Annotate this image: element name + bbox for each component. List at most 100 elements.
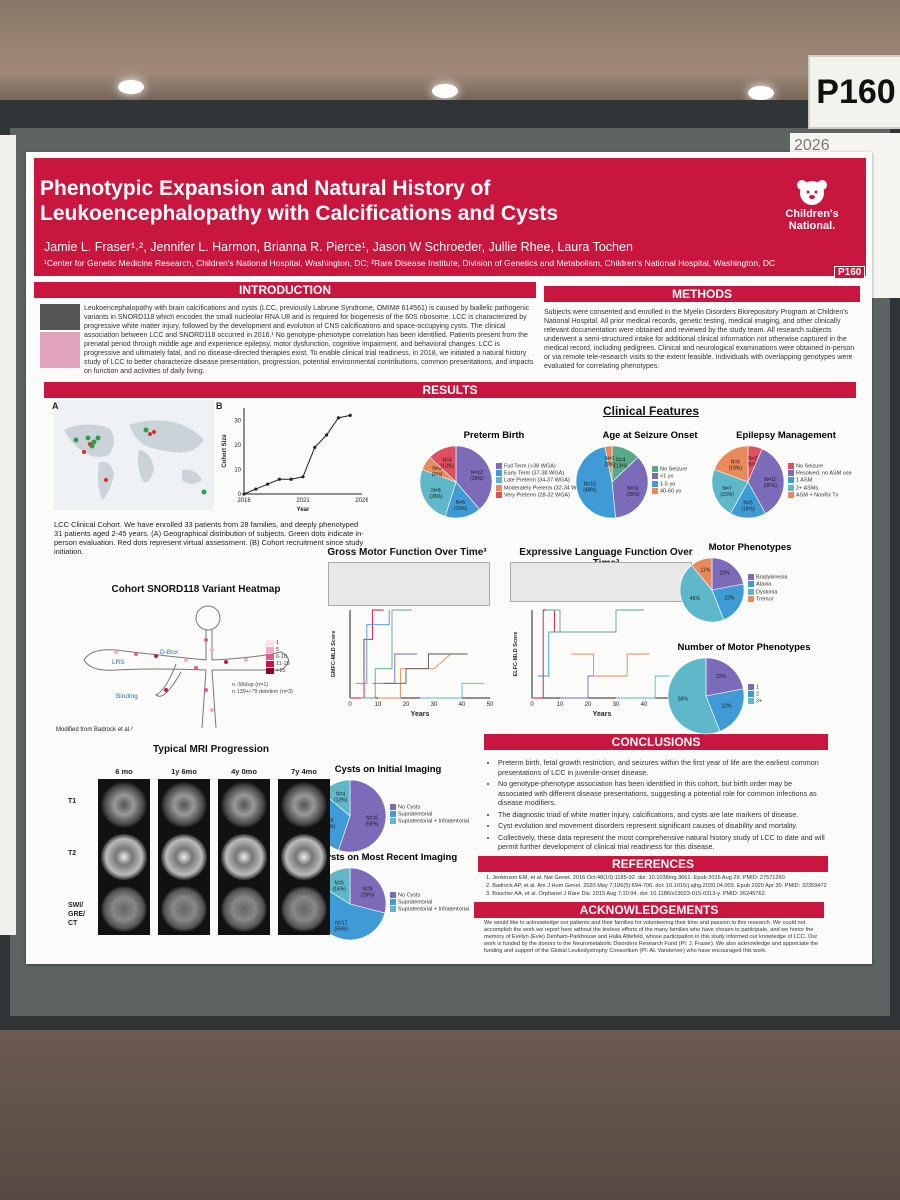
- pie-svg: N=2 (6%) N=11 (35%) N=5 (16%) N=7 (23%) N=6 (19%): [711, 445, 785, 519]
- pie-slice: [711, 557, 744, 591]
- variant-dots: [114, 638, 248, 712]
- legend-label: 40-60 yo: [660, 488, 682, 495]
- series-line: [383, 653, 468, 684]
- series-line: [560, 675, 611, 699]
- mri-image: [98, 883, 150, 935]
- cohort-point: [336, 416, 340, 420]
- ceiling-light: [118, 80, 144, 94]
- booth-number-sign: P160: [808, 55, 900, 129]
- cohort-point: [254, 487, 258, 491]
- pie-title: Preterm Birth: [463, 430, 525, 441]
- lrs-label: LRS: [112, 659, 125, 666]
- x-tick-label: 30: [613, 702, 620, 708]
- pie-svg: N=9 (29%) N=17 (55%) N=5 (16%): [313, 867, 387, 941]
- pie-slice: [349, 867, 387, 914]
- x-tick-label: 40: [459, 702, 466, 708]
- references-list: 1. Jenkinson EM, et al. Nat Genet. 2016 …: [486, 874, 830, 898]
- pie-slice: [691, 557, 713, 591]
- reference-item: 1. Jenkinson EM, et al. Nat Genet. 2016 …: [486, 875, 787, 881]
- legend-label: Full Term (>38 WGA): [504, 462, 556, 469]
- pie-legend: Bradykinesia Ataxia Dystonia Tremor: [748, 574, 788, 604]
- legend-swatch: [390, 898, 396, 905]
- heatmap-note: n.-56dup (n=1): [232, 682, 269, 688]
- series-line: [378, 653, 452, 699]
- legend-entry: Dystonia: [748, 588, 788, 596]
- legend-label: 1-5 yo: [660, 481, 676, 488]
- pie-title: Number of Motor Phenotypes: [677, 642, 811, 653]
- legend-label: Late Preterm (34-37 WGA): [504, 477, 570, 484]
- x-axis-label: Years: [411, 711, 430, 718]
- mri-column-label: 7y 4mo: [291, 767, 317, 776]
- pie-title: Cysts on Initial Imaging: [334, 764, 442, 775]
- left-paper-edge: [0, 135, 16, 935]
- pie-data-label: 11%: [700, 567, 710, 573]
- pie-slice: [667, 657, 721, 735]
- legend-item: 6-10: [276, 654, 288, 660]
- mri-column-label: 6 mo: [115, 767, 133, 776]
- legend-entry: Full Term (>38 WGA): [496, 462, 586, 470]
- series-line: [361, 609, 412, 699]
- pie-data-label: N=5 (16%): [332, 880, 346, 892]
- legend-label: Ataxia: [756, 581, 772, 588]
- pie-data-label: 22%: [724, 596, 735, 602]
- series-line: [355, 610, 390, 684]
- pie-legend: 1 2 3+: [748, 683, 762, 706]
- legend-entry: Resolved, no ASM use: [788, 469, 852, 477]
- y-tick-label: 10: [234, 467, 241, 473]
- world-map: [54, 400, 214, 510]
- mri-row-label: T2: [68, 850, 77, 857]
- y-axis-label: Cohort Size: [222, 434, 228, 468]
- legend-entry: No Seizure: [788, 462, 852, 470]
- legend-label: No Seizure: [796, 462, 824, 469]
- legend-entry: Late Preterm (34-37 WGA): [496, 477, 586, 484]
- x-tick-label: 10: [557, 702, 564, 708]
- y-tick-label: 30: [234, 418, 241, 424]
- pie-data-label: N=11 (35%): [764, 477, 778, 489]
- floor: [0, 1030, 900, 1200]
- legend-swatch: [748, 588, 754, 595]
- mri-image: [158, 831, 210, 883]
- pie-legend: No Cysts Supratentorial Supratentorial + I…: [390, 891, 469, 914]
- ceiling: [0, 0, 900, 105]
- pie-slice: [338, 779, 387, 853]
- legend-entry: Early Term (37-38 WGA): [496, 469, 586, 477]
- cohort-point: [266, 482, 270, 486]
- introduction-heading: INTRODUCTION: [34, 282, 536, 298]
- legend-label: Supratentorial: [398, 811, 433, 818]
- brain-scan: [101, 782, 147, 828]
- pie-slice: [604, 445, 613, 483]
- legend-label: 3+: [756, 698, 763, 705]
- legend-label: 2: [756, 691, 760, 698]
- conclusion-item: Cyst evolution and movement disorders re…: [498, 821, 828, 831]
- pie-legend: No Cysts Supratentorial Supratentorial + I…: [390, 803, 469, 826]
- clinical-features-title: Clinical Features: [602, 404, 700, 418]
- x-tick-label: 20: [403, 702, 410, 708]
- mri-image: [218, 883, 270, 935]
- pie-slice: [747, 448, 785, 514]
- cohort-size-chart: 0 10 20 30 2016 2021 2026 Year Cohort Size: [222, 408, 368, 513]
- pie-svg: N=12 (39%) N=5 (16%) N=8 (26%) N=2 (6%)N=4 (13%): [419, 445, 493, 519]
- histology-thumbnail: [40, 332, 80, 368]
- pie-data-label: 56%: [678, 696, 689, 702]
- legend-swatch: [788, 492, 794, 499]
- legend-swatch: [390, 906, 396, 913]
- legend-entry: 3+: [748, 698, 762, 705]
- title-line-2: Leukoencephalopathy with Calcifications …: [40, 202, 559, 225]
- side-paper-year: 2026: [794, 137, 830, 154]
- reference-item: 2. Badrock AP, et al. Am J Hum Genet. 20…: [486, 883, 827, 889]
- pie-data-label: N=8 (26%): [429, 488, 443, 500]
- legend-swatch: [748, 596, 754, 603]
- legend-item: >15: [276, 668, 286, 674]
- legend-swatch: [748, 683, 754, 690]
- legend-label: Tremor: [756, 596, 774, 603]
- poster-title: Phenotypic Expansion and Natural History…: [40, 176, 730, 226]
- cohort-point: [325, 433, 329, 437]
- legend-entry: 40-60 yo: [652, 488, 687, 495]
- panel-a-label: A: [52, 401, 59, 411]
- brain-scan: [281, 834, 327, 880]
- x-tick-label: 2016: [237, 498, 251, 504]
- methods-text: Subjects were consented and enrolled in …: [544, 309, 855, 370]
- legend-entry: 2: [748, 690, 762, 698]
- x-axis-label: Year: [297, 507, 310, 513]
- x-tick-label: 2026: [355, 498, 368, 504]
